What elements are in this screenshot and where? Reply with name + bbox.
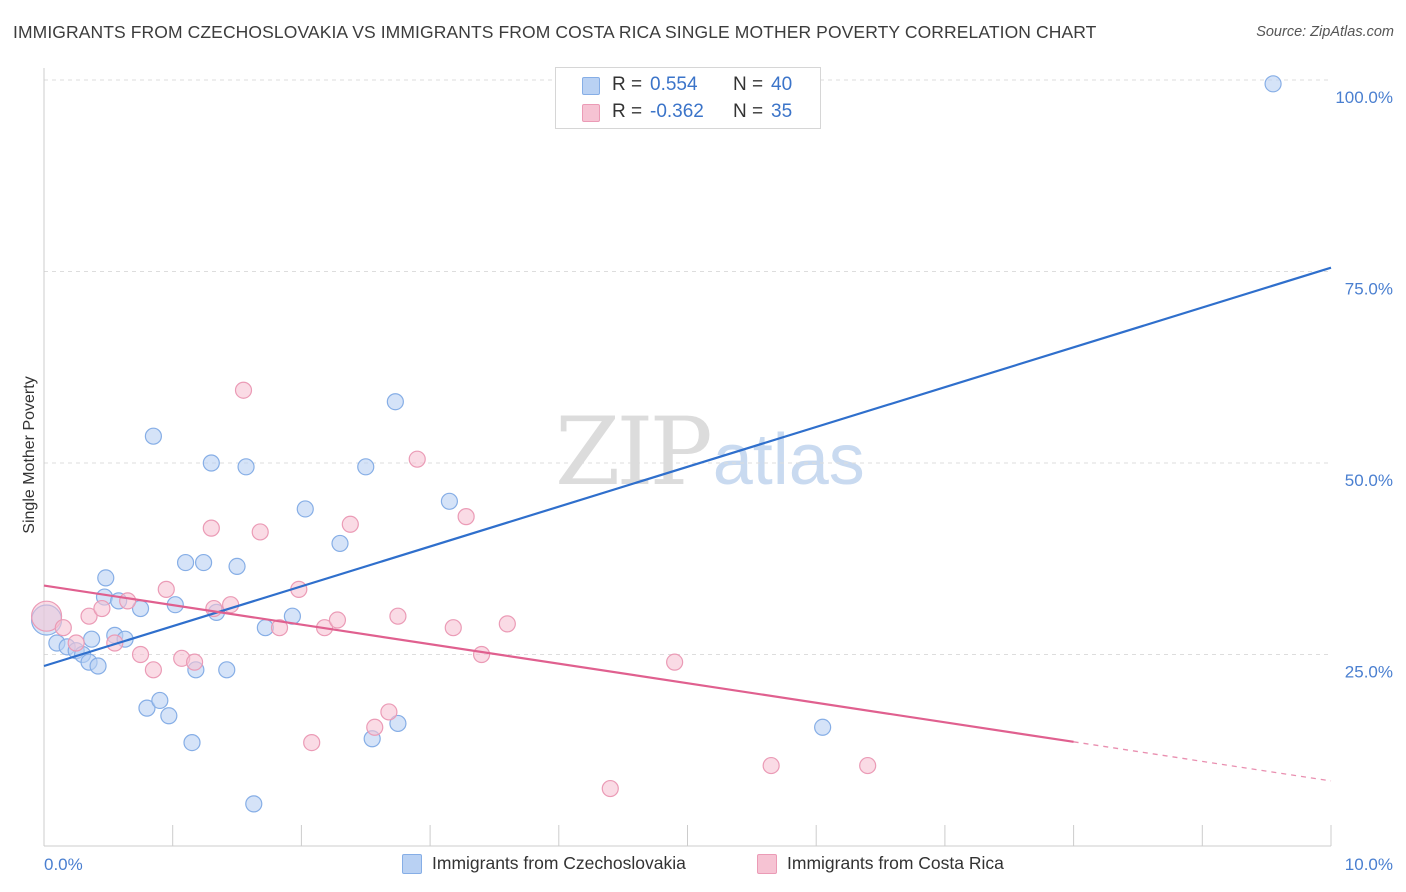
data-point-costa-rica: [80, 607, 98, 625]
data-point-czechoslovakia: [202, 454, 220, 472]
data-point-costa-rica: [30, 600, 63, 632]
data-point-costa-rica: [457, 508, 475, 526]
data-point-czechoslovakia: [160, 707, 178, 725]
y-tick-label: 50.0%: [1345, 471, 1393, 490]
bottom-legend-swatch-blue: [402, 854, 422, 874]
data-point-czechoslovakia: [357, 458, 375, 476]
trend-line-czechoslovakia: [43, 266, 1332, 668]
trend-line-costa-rica: [43, 584, 1074, 743]
data-point-czechoslovakia: [440, 492, 459, 510]
legend-swatch-blue: [582, 77, 600, 95]
data-point-costa-rica: [408, 450, 426, 468]
legend-r-label: R =: [612, 101, 643, 122]
data-point-costa-rica: [341, 515, 359, 533]
data-point-czechoslovakia: [814, 718, 832, 736]
data-point-czechoslovakia: [331, 534, 349, 553]
data-point-costa-rica: [666, 653, 684, 671]
data-point-costa-rica: [498, 615, 516, 633]
data-point-czechoslovakia: [194, 553, 213, 572]
data-point-costa-rica: [234, 381, 253, 399]
data-point-czechoslovakia: [144, 427, 162, 445]
data-point-czechoslovakia: [83, 630, 101, 648]
trend-line-extension-costa-rica: [1073, 741, 1332, 782]
legend-r-value: -0.362: [650, 101, 704, 122]
data-point-costa-rica: [119, 592, 137, 610]
data-point-costa-rica: [270, 619, 289, 637]
data-point-czechoslovakia: [296, 500, 314, 518]
data-point-czechoslovakia: [97, 569, 115, 587]
data-point-costa-rica: [54, 619, 72, 637]
data-point-costa-rica: [444, 619, 462, 637]
data-point-czechoslovakia: [245, 795, 263, 813]
data-point-costa-rica: [157, 580, 175, 598]
legend-r-label: R =: [612, 74, 643, 95]
legend-n-label: N =: [733, 101, 764, 122]
data-point-czechoslovakia: [183, 733, 201, 752]
legend-n-value: 40: [771, 74, 793, 95]
data-point-costa-rica: [251, 523, 269, 541]
data-point-czechoslovakia: [237, 458, 255, 476]
source-label[interactable]: Source: ZipAtlas.com: [1256, 24, 1394, 40]
legend-n-value: 35: [771, 101, 793, 122]
data-point-costa-rica: [93, 599, 111, 618]
correlation-legend: R = 0.554 N = 40 R = -0.362 N = 35: [555, 67, 821, 129]
data-point-costa-rica: [380, 703, 398, 721]
data-point-costa-rica: [131, 645, 150, 664]
bottom-legend-label: Immigrants from Czechoslovakia: [432, 853, 686, 873]
legend-n-label: N =: [733, 74, 764, 95]
data-point-czechoslovakia: [176, 553, 195, 572]
data-point-costa-rica: [185, 653, 204, 671]
data-point-czechoslovakia: [228, 557, 246, 576]
bottom-legend-swatch-pink: [757, 854, 777, 874]
y-tick-label: 25.0%: [1345, 663, 1393, 682]
x-tick-label: 10.0%: [1345, 855, 1393, 874]
data-point-czechoslovakia: [89, 657, 107, 675]
data-point-costa-rica: [67, 634, 85, 652]
legend-r-value: 0.554: [650, 74, 698, 95]
data-point-costa-rica: [472, 645, 491, 664]
data-point-costa-rica: [366, 718, 384, 736]
data-point-czechoslovakia: [386, 393, 404, 411]
data-point-costa-rica: [762, 756, 780, 775]
y-tick-label: 100.0%: [1335, 88, 1393, 107]
data-point-czechoslovakia: [389, 714, 407, 733]
data-point-costa-rica: [389, 607, 407, 625]
data-point-costa-rica: [328, 611, 347, 629]
data-point-costa-rica: [144, 661, 162, 679]
data-point-costa-rica: [303, 733, 321, 752]
chart-title: IMMIGRANTS FROM CZECHOSLOVAKIA VS IMMIGR…: [13, 22, 1097, 42]
data-point-czechoslovakia: [218, 661, 236, 679]
bottom-legend-label: Immigrants from Costa Rica: [787, 853, 1004, 873]
data-point-czechoslovakia: [138, 699, 156, 717]
data-point-czechoslovakia: [151, 691, 169, 710]
data-point-costa-rica: [859, 756, 877, 775]
x-tick-label: 0.0%: [44, 855, 83, 874]
data-point-costa-rica: [601, 779, 619, 798]
data-point-czechoslovakia: [1264, 75, 1282, 93]
legend-swatch-pink: [582, 104, 600, 122]
y-tick-label: 75.0%: [1345, 280, 1393, 299]
data-point-costa-rica: [202, 519, 220, 537]
